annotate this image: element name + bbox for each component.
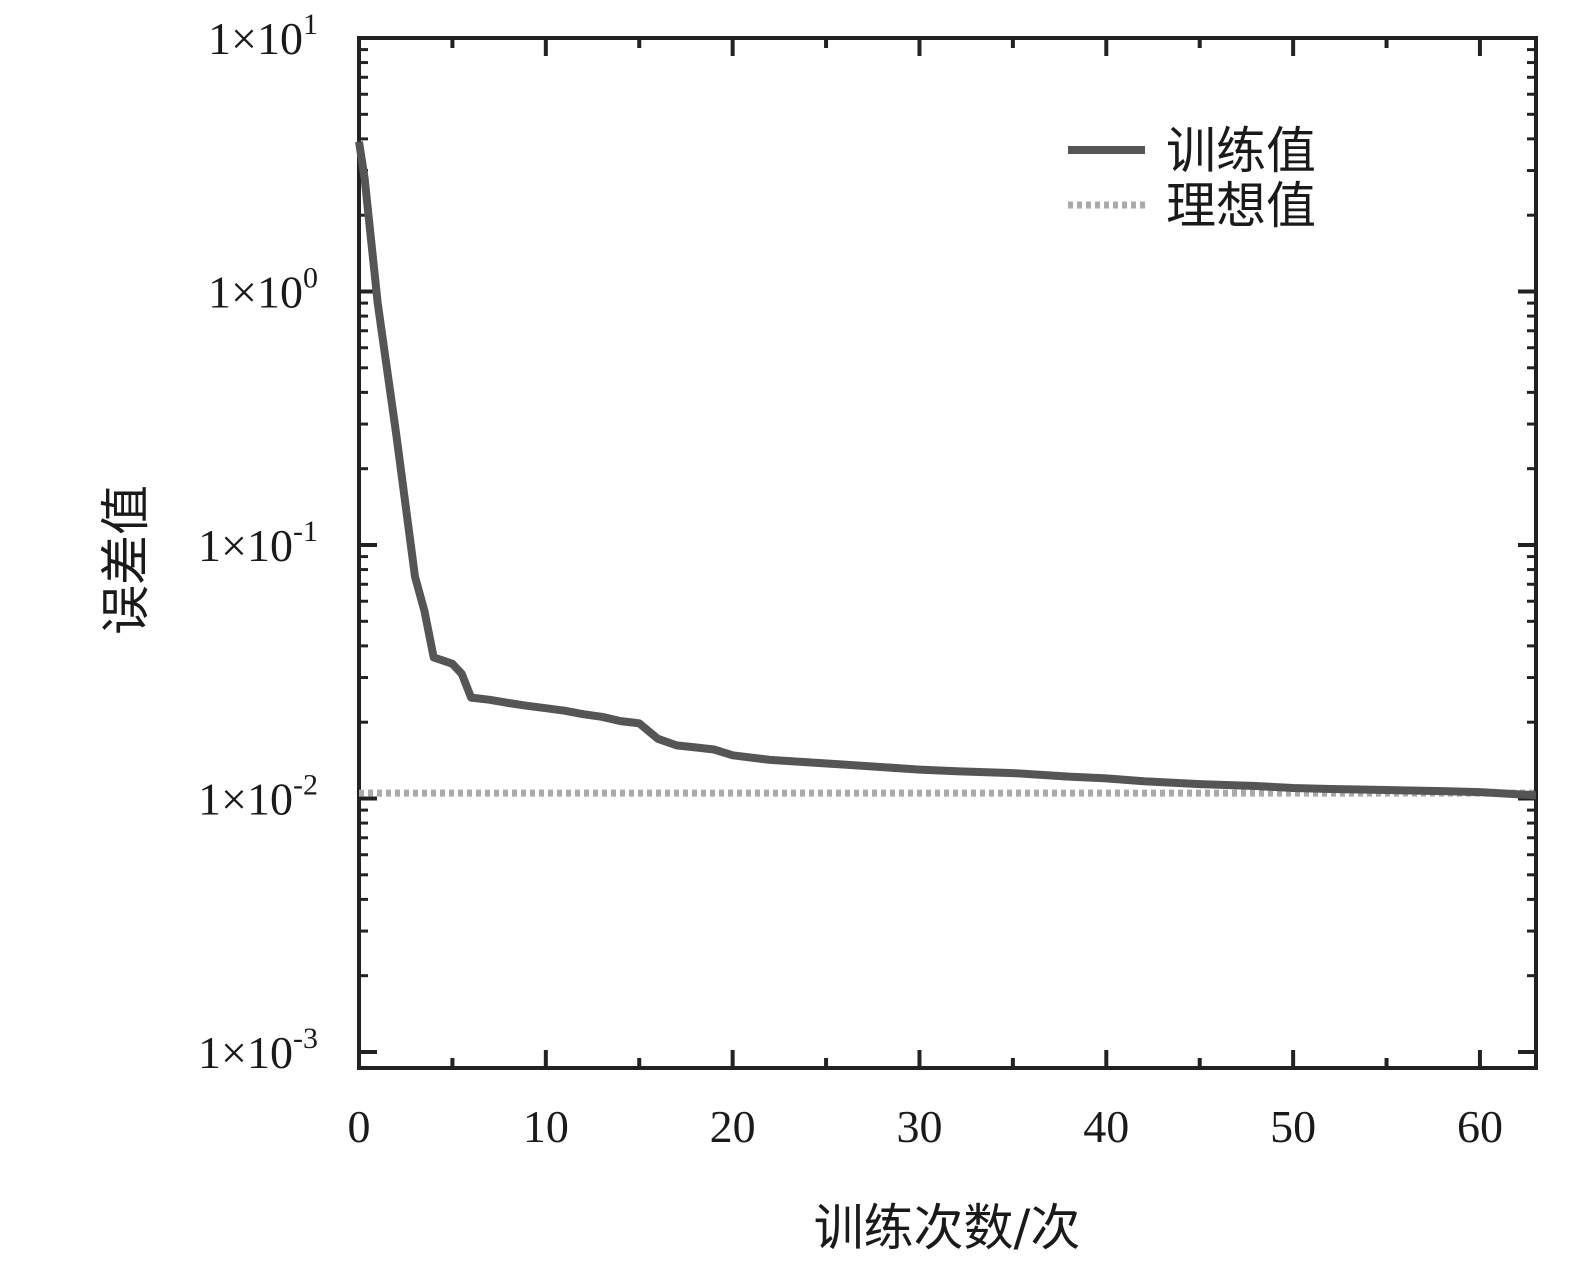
- y-tick-label-base: 1×10: [208, 13, 303, 64]
- x-tick-label: 0: [348, 1101, 371, 1152]
- legend-label-training: 训练值: [1166, 122, 1316, 180]
- x-tick-label: 10: [523, 1101, 569, 1152]
- x-axis-title: 训练次数/次: [814, 1199, 1081, 1257]
- x-tick-labels: 0 10 20 30 40 50 60: [348, 1101, 1503, 1152]
- y-tick-label-base: 1×10: [198, 520, 293, 571]
- y-tick-label-base: 1×10: [198, 774, 293, 825]
- y-tick-label-exponent: 0: [303, 262, 318, 295]
- y-tick-label-exponent: 1: [303, 8, 318, 41]
- y-tick-label: 1×100: [208, 262, 318, 318]
- y-tick-label-base: 1×10: [208, 267, 303, 318]
- series-group: [355, 141, 1537, 800]
- x-tick-label: 60: [1457, 1101, 1503, 1152]
- x-tick-label: 50: [1270, 1101, 1316, 1152]
- axis-ticks: [357, 36, 1536, 1068]
- y-tick-label-exponent: -2: [293, 769, 318, 802]
- plot-frame: [357, 36, 1538, 1070]
- y-tick-label: 1×10-1: [198, 515, 318, 571]
- y-tick-label: 1×10-2: [198, 769, 318, 825]
- y-tick-label: 1×10-3: [198, 1022, 318, 1078]
- y-tick-label-base: 1×10: [198, 1027, 293, 1078]
- training-value-line: [355, 141, 1537, 800]
- x-tick-label: 30: [896, 1101, 942, 1152]
- y-tick-label-exponent: -1: [293, 515, 318, 548]
- legend: 训练值 理想值: [1068, 122, 1316, 235]
- x-tick-label: 20: [710, 1101, 756, 1152]
- y-tick-label-exponent: -3: [293, 1022, 318, 1055]
- y-axis-title: 误差值: [97, 485, 155, 635]
- legend-label-ideal: 理想值: [1166, 177, 1316, 235]
- y-tick-label: 1×101: [208, 8, 318, 64]
- x-tick-label: 40: [1083, 1101, 1129, 1152]
